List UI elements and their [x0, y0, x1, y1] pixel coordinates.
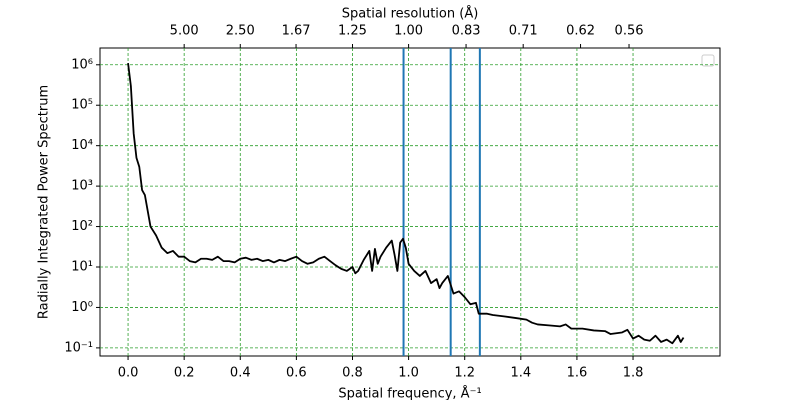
x2-tick-label: 1.25: [338, 24, 367, 39]
x-tick-label: 1.6: [567, 366, 588, 381]
x-tick-label: 1.8: [623, 366, 644, 381]
x-tick-label: 0.8: [342, 366, 363, 381]
x2-tick-label: 5.00: [170, 24, 199, 39]
x-tick-label: 1.0: [398, 366, 419, 381]
y-tick-label: 10⁴: [71, 138, 93, 153]
x-tick-label: 0.4: [230, 366, 251, 381]
y-tick-label: 10³: [71, 179, 93, 194]
x2-tick-label: 0.56: [615, 24, 644, 39]
x2-tick-label: 1.00: [394, 24, 423, 39]
data-line: [127, 63, 685, 345]
y-tick-label: 10²: [71, 219, 93, 234]
y-tick-label: 10¹: [71, 259, 93, 274]
x-axis-label: Spatial frequency, Å⁻¹: [338, 386, 481, 400]
x2-tick-label: 1.67: [282, 24, 311, 39]
x-tick-label: 1.4: [510, 366, 531, 381]
y-axis-label: Radially Integrated Power Spectrum: [37, 85, 52, 319]
y-tick-label: 10⁻¹: [64, 340, 93, 355]
x2-axis-label: Spatial resolution (Å): [342, 6, 479, 22]
y-tick-label: 10⁵: [71, 98, 93, 113]
x2-tick-label: 2.50: [226, 24, 255, 39]
x2-tick-label: 0.62: [566, 24, 595, 39]
x-tick-label: 0.0: [118, 366, 139, 381]
y-tick-label: 10⁶: [71, 57, 93, 72]
plot-frame: [99, 47, 721, 357]
x-tick-label: 0.2: [174, 366, 195, 381]
x2-tick-label: 0.83: [452, 24, 481, 39]
x-tick-label: 0.6: [286, 366, 307, 381]
y-tick-label: 10⁰: [71, 300, 93, 315]
x-tick-label: 1.2: [454, 366, 475, 381]
legend: [701, 54, 715, 67]
x2-tick-label: 0.71: [509, 24, 538, 39]
